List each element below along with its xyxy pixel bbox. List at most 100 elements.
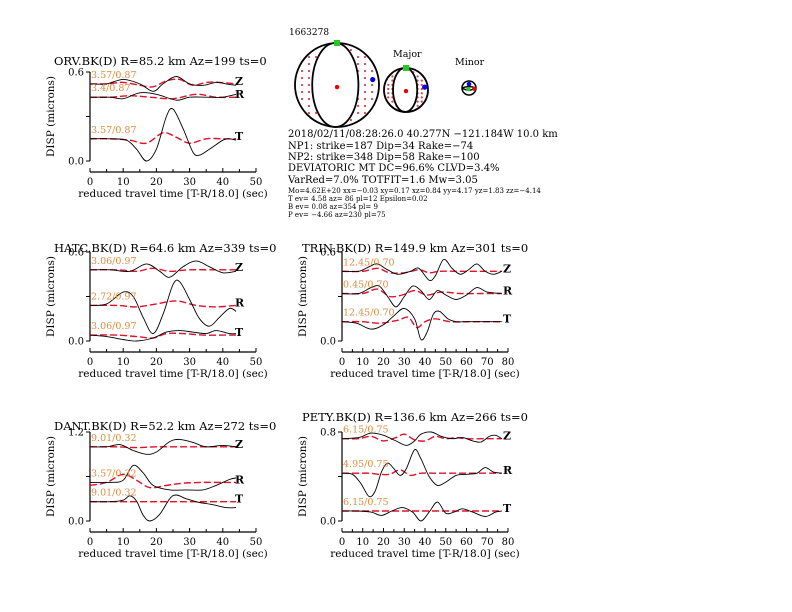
observed-waveform	[341, 449, 502, 498]
observed-waveform	[341, 501, 502, 522]
nodal-plane	[311, 42, 360, 128]
component-t: 3.06/0.97 T	[89, 321, 244, 342]
x-tick-label: 20	[150, 177, 163, 188]
synthetic-waveform	[341, 433, 502, 442]
x-tick-label: 0	[87, 177, 93, 188]
nodal-plane-2: NP2: strike=348 Dip=58 Rake=−100	[288, 152, 480, 163]
synthetic-waveform	[89, 446, 237, 449]
component-t: 3.57/0.87 T	[89, 108, 244, 162]
y-axis-label: DISP (microns)	[45, 436, 57, 517]
observed-waveform	[89, 464, 237, 491]
y-tick-label: 0.0	[320, 337, 336, 348]
component-z: 3.57/0.87 Z	[89, 70, 243, 92]
synthetic-waveform	[341, 288, 502, 298]
synthetic-waveform	[89, 267, 237, 273]
t-axis-marker	[370, 76, 376, 83]
component-label: Z	[503, 262, 511, 275]
polarity-dot	[307, 111, 311, 115]
component-label: T	[235, 326, 244, 339]
moment-tensor-components: Mo=4.62E+20 xx=−0.03 xy=0.17 xz=0.84 yy=…	[288, 187, 541, 195]
x-tick-label: 60	[460, 537, 473, 548]
polarity-dot	[363, 69, 367, 73]
y-tick-label: 0.6	[68, 68, 84, 79]
component-label: R	[235, 296, 245, 309]
polarity-dot	[349, 48, 353, 52]
polarity-dot	[363, 76, 367, 80]
y-tick-label: 0.0	[68, 517, 84, 528]
polarity-dot	[356, 104, 360, 108]
synthetic-waveform	[341, 469, 502, 477]
x-tick-label: 10	[117, 177, 130, 188]
component-r: 4.95/0.75 R	[341, 449, 513, 498]
polarity-dot	[300, 90, 304, 94]
x-tick-label: 30	[398, 357, 411, 368]
y-axis-label: DISP (microns)	[45, 76, 57, 157]
observed-waveform	[89, 438, 237, 455]
polarity-dot	[387, 83, 390, 86]
shift-fit-label: 3.06/0.97	[91, 321, 137, 332]
component-label: T	[503, 502, 512, 515]
x-tick-label: 50	[439, 537, 452, 548]
station-panel: PETY.BK(D) R=136.6 km Az=266 ts=0 0.0 0.8 D…	[297, 410, 528, 560]
component-label: R	[235, 88, 245, 101]
component-z: 9.01/0.32 Z	[89, 433, 243, 455]
shift-fit-label: 3.4/0.87	[91, 83, 130, 94]
synthetic-waveform	[341, 267, 502, 274]
x-axis-label: reduced travel time [T-R/18.0] (sec)	[330, 548, 520, 560]
polarity-dot	[356, 62, 360, 66]
polarity-dot	[420, 79, 423, 82]
polarity-dot	[314, 111, 318, 115]
shift-fit-label: 9.01/0.32	[91, 433, 137, 444]
p-axis-marker	[472, 86, 477, 91]
polarity-dot	[387, 87, 390, 91]
component-label: Z	[503, 430, 511, 443]
beachball-major	[383, 65, 429, 113]
observed-waveform	[341, 258, 502, 281]
x-tick-label: 40	[216, 537, 229, 548]
x-tick-label: 30	[183, 537, 196, 548]
component-t: 6.15/0.75 T	[341, 497, 512, 522]
polarity-dot	[416, 104, 419, 107]
polarity-dot	[300, 76, 304, 80]
polarity-dot	[420, 100, 423, 103]
component-t: 9.01/0.32 T	[89, 488, 244, 522]
component-label: T	[235, 493, 244, 506]
p-axis-marker	[403, 88, 409, 94]
polarity-dot	[391, 75, 394, 78]
station-panel: TRIN.BK(D) R=149.9 km Az=301 ts=0 0.0 0.6 D…	[297, 241, 528, 380]
b-axis-eigen: B ev= 0.08 az=354 pl= 9	[288, 203, 378, 211]
x-tick-label: 0	[87, 357, 93, 368]
x-tick-label: 30	[183, 357, 196, 368]
station-panels: ORV.BK(D) R=85.2 km Az=199 ts=0 0.0 0.6 DIS…	[45, 54, 528, 560]
x-tick-label: 20	[377, 537, 390, 548]
nodal-plane-1: NP1: strike=187 Dip=34 Rake=−74	[288, 141, 473, 152]
y-tick-label: 0.8	[320, 428, 336, 439]
synthetic-waveform	[89, 332, 237, 339]
observed-waveform	[89, 279, 237, 335]
polarity-dot	[363, 90, 367, 94]
polarity-dot	[370, 83, 374, 87]
shift-fit-label: 12.45/0.70	[343, 257, 395, 268]
x-tick-label: 0	[339, 357, 345, 368]
polarity-dot	[363, 55, 367, 59]
x-tick-label: 0	[339, 537, 345, 548]
observed-waveform	[89, 92, 237, 101]
y-tick-label: 0.6	[320, 248, 336, 259]
polarity-dot	[363, 83, 367, 87]
x-tick-label: 20	[150, 537, 163, 548]
x-tick-label: 0	[87, 537, 93, 548]
polarity-dot	[416, 75, 419, 78]
observed-waveform	[341, 431, 503, 446]
b-axis-marker	[466, 86, 471, 92]
x-tick-label: 20	[150, 357, 163, 368]
x-axis-label: reduced travel time [T-R/18.0] (sec)	[330, 368, 520, 380]
x-tick-label: 80	[502, 357, 515, 368]
observed-waveform	[89, 494, 237, 522]
polarity-dot	[314, 55, 318, 59]
polarity-dot	[391, 79, 394, 82]
component-z: 12.45/0.70 Z	[341, 257, 511, 281]
shift-fit-label: 6.15/0.75	[343, 497, 389, 508]
t-axis-eigen: T ev= 4.58 az= 86 pl=12 Epsilon=0.02	[288, 195, 428, 203]
x-tick-label: 50	[250, 537, 263, 548]
p-axis-eigen: P ev= −4.66 az=230 pl=75	[288, 211, 386, 219]
